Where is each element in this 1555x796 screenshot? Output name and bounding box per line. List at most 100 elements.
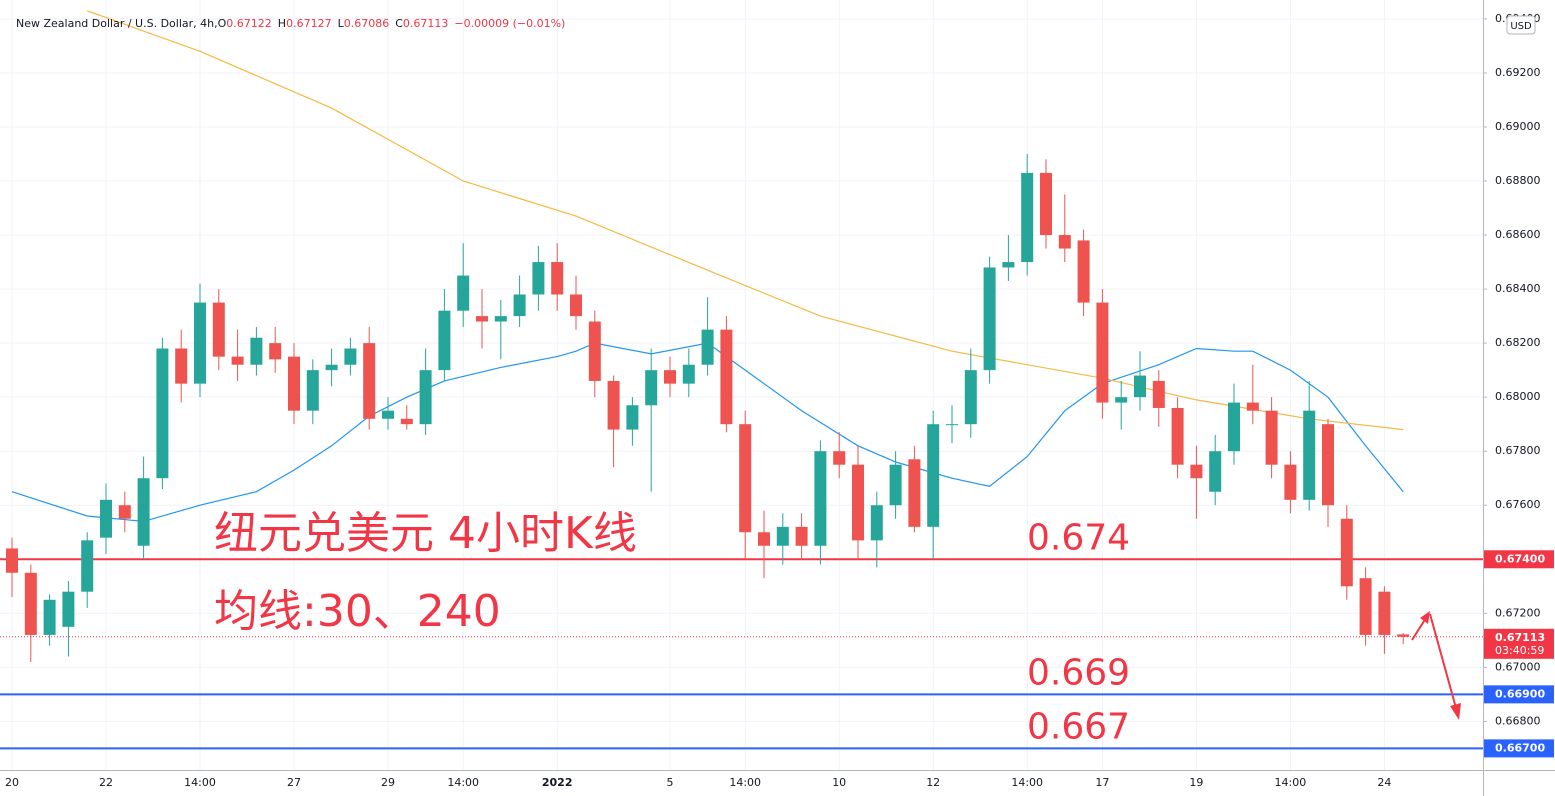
ohlc-values: O0.67122 H0.67127 L0.67086 C0.67113 [218, 17, 449, 30]
candle-body [758, 532, 770, 546]
level-note: 0.669 [1027, 652, 1130, 693]
x-tick-label: 2022 [542, 776, 573, 789]
candle-body [927, 424, 940, 527]
moving-average [11, 342, 1404, 523]
x-tick-label: 22 [99, 776, 113, 789]
candle-body [1171, 407, 1184, 465]
candle-body [1209, 451, 1222, 492]
candle-body [1190, 464, 1203, 479]
level-label-box [1484, 739, 1554, 758]
y-tick-label: 0.68800 [1495, 174, 1541, 187]
candle-body [24, 572, 37, 635]
ohlc-value: 0.67113 [403, 17, 449, 30]
candle-body [1002, 262, 1015, 268]
candle-body [6, 548, 18, 573]
arrow-down [1429, 613, 1457, 709]
candle-body [1303, 410, 1316, 500]
ohlc-value: 0.67122 [226, 17, 272, 30]
x-tick-label: 20 [5, 776, 19, 789]
candle-body [889, 464, 902, 506]
level-label-box [1484, 550, 1554, 569]
x-tick-label: 24 [1377, 776, 1391, 789]
y-tick-label: 0.69200 [1495, 66, 1541, 79]
candle-body [1021, 172, 1034, 263]
x-tick-label: 14:00 [184, 776, 216, 789]
x-tick-label: 12 [926, 776, 940, 789]
x-tick-label: 14:00 [729, 776, 761, 789]
candle-body [795, 526, 808, 546]
y-tick-label: 0.67600 [1495, 498, 1541, 511]
x-tick-label: 27 [287, 776, 301, 789]
candle-body [43, 599, 56, 635]
candle-body [1246, 402, 1259, 411]
candle-body [137, 478, 150, 546]
annotation: 纽元兑美元 4小时K线 [214, 508, 637, 559]
candle-body [588, 321, 601, 381]
candle-body [194, 302, 206, 384]
candle-body [1228, 402, 1240, 452]
candle-body [325, 364, 338, 371]
candle-body [118, 505, 131, 519]
level-label: 0.66900 [1495, 687, 1545, 700]
candle-body [400, 418, 413, 425]
y-tick-label: 0.67800 [1495, 444, 1541, 457]
candle-body [288, 356, 300, 411]
candle-body [100, 499, 112, 538]
candle-body [438, 310, 451, 371]
x-tick-label: 19 [1189, 776, 1203, 789]
candle-body [457, 275, 470, 311]
candle-body [382, 410, 394, 419]
candle-body [739, 424, 752, 533]
candle-body [1077, 240, 1090, 303]
candle-body [701, 329, 714, 365]
x-tick-label: 5 [667, 776, 674, 789]
candle-body [494, 316, 507, 322]
level-label: 0.67400 [1495, 552, 1545, 565]
currency: USD [1510, 21, 1532, 32]
ohlc-value: 0.67086 [344, 17, 390, 30]
plot: 0.674 0.669 0.667 [0, 10, 1483, 750]
header: New Zealand Dollar / U.S. Dollar, 4h,O0.… [16, 17, 565, 30]
candle-body [269, 343, 282, 360]
candle-body [1115, 397, 1128, 403]
candle-body [62, 591, 75, 627]
candle-body [964, 370, 977, 425]
level-label-box [1484, 685, 1554, 704]
y-tick-label: 0.68600 [1495, 228, 1541, 241]
last-price-label: 0.67113 [1495, 631, 1545, 644]
candle-body [946, 424, 958, 426]
x-tick-label: 17 [1095, 776, 1109, 789]
candle-body [1152, 380, 1165, 408]
candle-body [852, 464, 864, 541]
candle-body [1040, 172, 1052, 236]
y-tick-label: 0.67200 [1495, 606, 1541, 619]
y-tick-label: 0.68200 [1495, 336, 1541, 349]
candle-body [626, 405, 639, 430]
candle-body [645, 370, 658, 406]
candle-body [1340, 518, 1353, 587]
candle-body [81, 540, 94, 592]
candle-body [476, 316, 488, 322]
level-label: 0.66700 [1495, 741, 1545, 754]
candle-body [814, 451, 827, 546]
candle-body [513, 294, 526, 317]
candle-body [664, 370, 676, 384]
candle-body [1359, 578, 1372, 635]
y-tick-label: 0.68400 [1495, 282, 1541, 295]
candle-body [532, 262, 545, 295]
last-price-box [1484, 628, 1554, 659]
candle-body [231, 356, 244, 365]
candle-body [720, 329, 733, 425]
symbol-title: New Zealand Dollar / U.S. Dollar, 4h, [16, 17, 218, 30]
candle-body [1096, 302, 1109, 403]
axes: 0.66800 0.67000 0.67200 0.67400 0.67600 0.678… [5, 12, 1554, 789]
candle-body [306, 370, 319, 411]
x-tick-label: 29 [381, 776, 395, 789]
arrow-up [1411, 617, 1427, 641]
ohlc-label: C [395, 17, 403, 30]
ohlc-label: O [218, 17, 227, 30]
ohlc-value: 0.67127 [286, 17, 332, 30]
candle-body [870, 505, 883, 541]
